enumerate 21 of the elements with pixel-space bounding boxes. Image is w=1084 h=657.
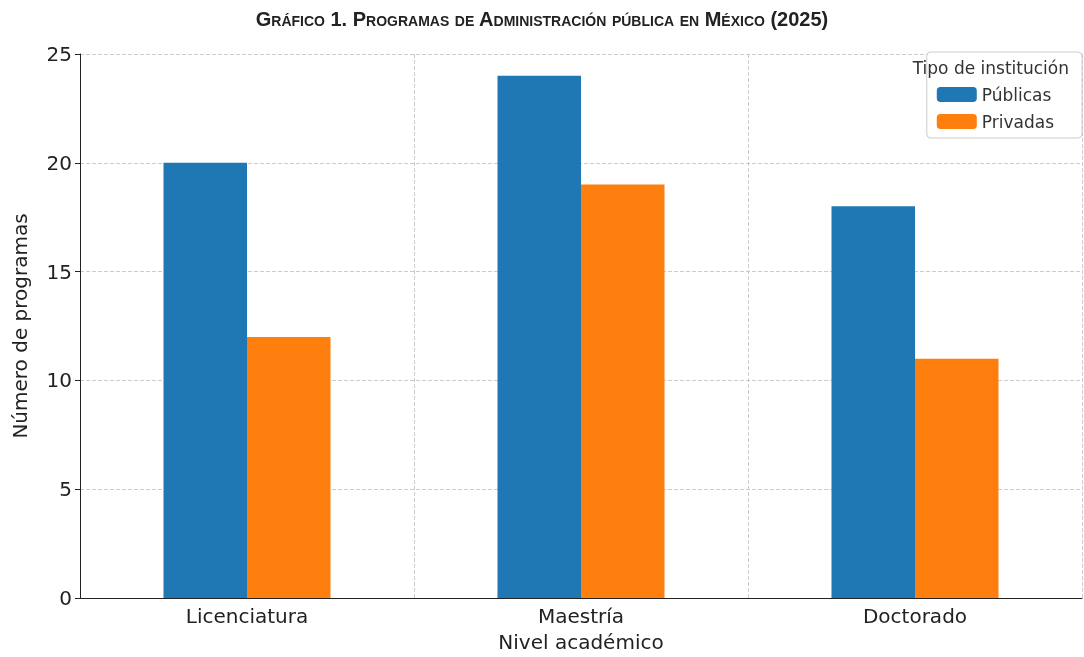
y-tick-label: 25: [46, 42, 72, 66]
legend-title: Tipo de institución: [911, 57, 1069, 78]
y-tick-label: 15: [46, 259, 72, 284]
x-tick-label: Licenciatura: [185, 604, 309, 628]
x-tick-label: Doctorado: [862, 604, 968, 628]
bar: [497, 75, 581, 598]
bar: [247, 336, 331, 598]
legend-label: Privadas: [981, 111, 1055, 132]
x-tick-label: Maestría: [537, 604, 625, 628]
y-tick-label: 5: [59, 477, 72, 502]
y-tick-label: 20: [46, 150, 72, 175]
bar: [163, 162, 247, 598]
x-axis-title: Nivel académico: [498, 630, 664, 654]
bar: [831, 206, 915, 598]
bar: [581, 184, 665, 598]
y-tick-label: 0: [59, 586, 72, 610]
legend-label: Públicas: [981, 84, 1052, 105]
y-axis-title: Número de programas: [8, 213, 32, 439]
chart-title: Gráfico 1. Programas de Administración pública en México (2025): [254, 8, 830, 31]
bar: [915, 358, 999, 598]
y-tick-label: 10: [46, 368, 72, 393]
